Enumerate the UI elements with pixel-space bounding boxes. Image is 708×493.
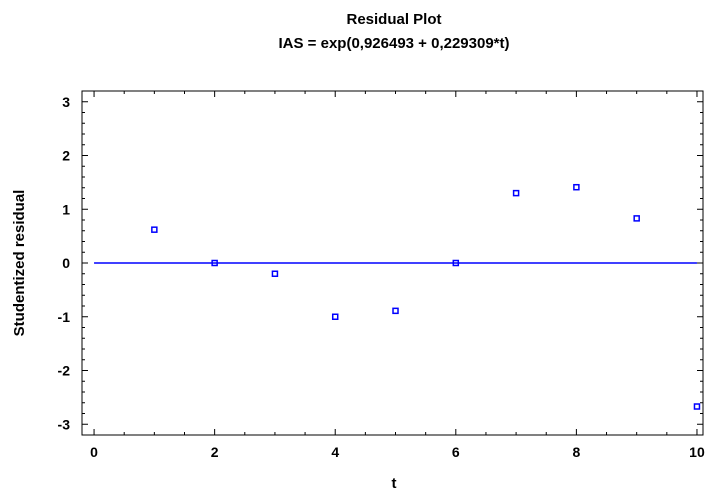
residual-points: [151, 183, 701, 410]
y-tick-label: 0: [62, 255, 70, 271]
residual-point: [331, 313, 339, 320]
x-tick-labels: 0 2 4 6 8 10: [90, 444, 705, 460]
x-tick-label: 8: [572, 444, 580, 460]
residual-point: [633, 215, 640, 222]
residual-point: [452, 259, 460, 267]
x-axis-label: t: [392, 475, 397, 492]
residual-point: [573, 183, 580, 191]
axis-ticks: [82, 91, 703, 435]
x-tick-label: 2: [211, 444, 219, 460]
y-tick-label: -1: [58, 309, 71, 325]
y-tick-label: -2: [58, 363, 71, 379]
chart-title: Residual Plot: [346, 11, 441, 28]
residual-point: [211, 259, 218, 267]
x-tick-label: 4: [331, 444, 339, 460]
y-tick-label: -3: [58, 416, 71, 432]
y-tick-labels: -3 -2 -1 0 1 2 3: [58, 94, 71, 433]
y-tick-label: 3: [62, 94, 70, 110]
residual-point: [512, 189, 520, 197]
x-tick-label: 10: [689, 444, 705, 460]
residual-point: [693, 403, 701, 410]
x-tick-label: 6: [452, 444, 460, 460]
chart-subtitle: IAS = exp(0,926493 + 0,229309*t): [279, 35, 510, 52]
y-tick-label: 2: [62, 148, 70, 164]
residual-point: [271, 270, 279, 277]
y-axis-label: Studentized residual: [11, 190, 28, 337]
residual-point: [151, 226, 158, 233]
y-tick-label: 1: [62, 201, 70, 217]
x-tick-label: 0: [90, 444, 98, 460]
residual-point: [392, 307, 399, 315]
